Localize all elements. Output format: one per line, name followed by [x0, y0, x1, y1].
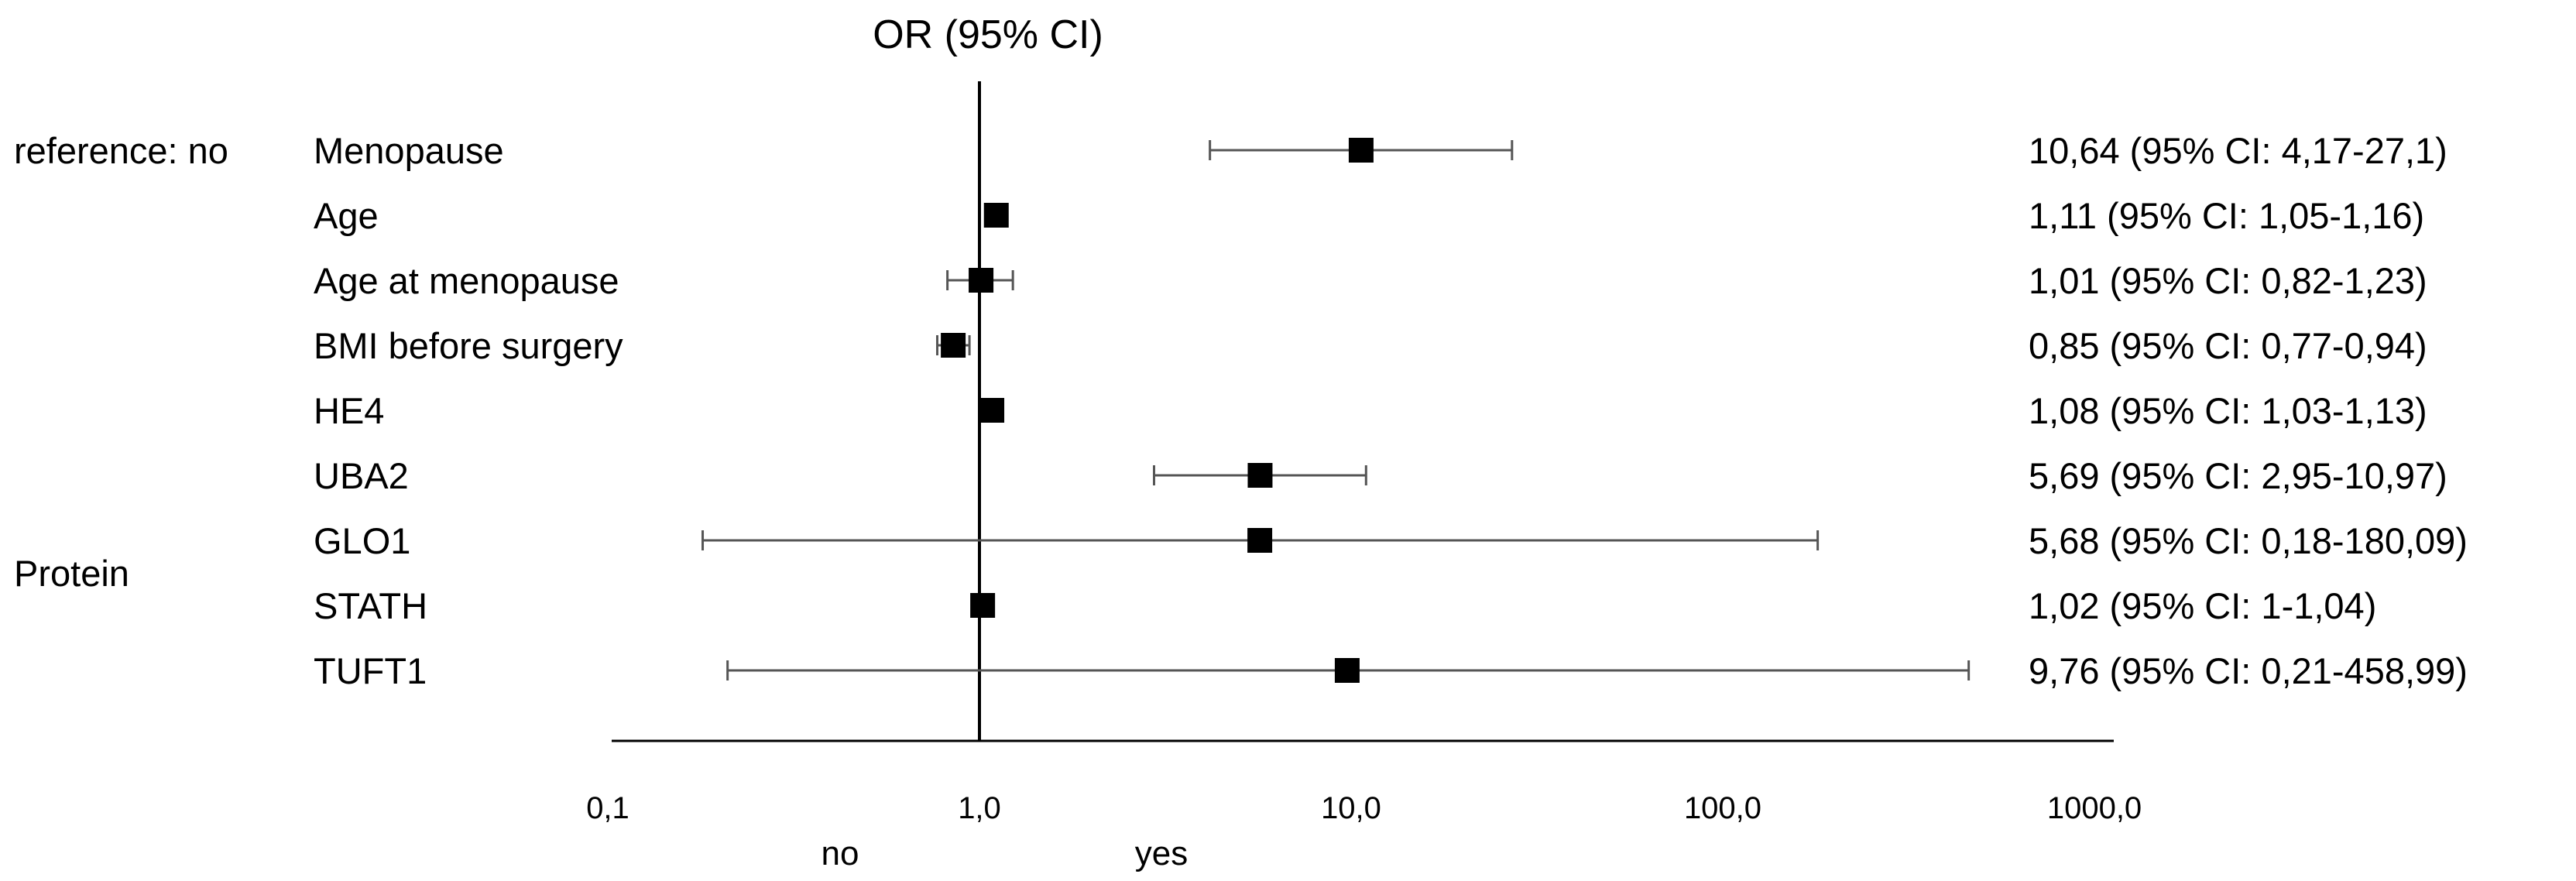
- row-label: Age: [314, 195, 379, 236]
- row-label: Menopause: [314, 130, 504, 171]
- forest-row: Age at menopause 1,01 (95% CI: 0,82-1,23): [314, 260, 2427, 301]
- x-tick-labels: 0,1 1,0 10,0 100,0 1000,0: [586, 791, 2142, 825]
- or-point-marker: [1247, 463, 1273, 488]
- forest-row: Menopause 10,64 (95% CI: 4,17-27,1): [314, 130, 2447, 171]
- forest-row: Age 1,11 (95% CI: 1,05-1,16): [314, 195, 2424, 236]
- group-labels: reference: no Protein: [14, 130, 228, 594]
- row-label: BMI before surgery: [314, 325, 623, 366]
- or-point-marker: [970, 593, 996, 618]
- or-point-marker: [1247, 528, 1273, 553]
- or-point-marker: [941, 333, 966, 358]
- row-label: TUFT1: [314, 650, 427, 691]
- or-value-text: 1,01 (95% CI: 0,82-1,23): [2029, 260, 2427, 301]
- x-tick-label: 100,0: [1684, 791, 1761, 825]
- or-point-marker: [1334, 658, 1360, 683]
- group-label: Protein: [14, 553, 129, 594]
- forest-row: BMI before surgery 0,85 (95% CI: 0,77-0,9…: [314, 325, 2427, 366]
- x-tick-label: 1000,0: [2047, 791, 2142, 825]
- x-tick-label: 0,1: [586, 791, 629, 825]
- forest-row: UBA2 5,69 (95% CI: 2,95-10,97): [314, 455, 2447, 496]
- or-value-text: 10,64 (95% CI: 4,17-27,1): [2029, 130, 2447, 171]
- or-value-text: 9,76 (95% CI: 0,21-458,99): [2029, 650, 2468, 691]
- or-point-marker: [983, 203, 1009, 228]
- forest-row: HE4 1,08 (95% CI: 1,03-1,13): [314, 390, 2427, 431]
- or-value-text: 1,02 (95% CI: 1-1,04): [2029, 585, 2376, 626]
- row-label: HE4: [314, 390, 384, 431]
- or-point-marker: [969, 268, 994, 293]
- direction-label-yes: yes: [1135, 835, 1188, 872]
- or-point-marker: [1348, 138, 1374, 163]
- or-value-text: 5,68 (95% CI: 0,18-180,09): [2029, 520, 2468, 561]
- or-point-marker: [979, 398, 1005, 423]
- or-value-text: 5,69 (95% CI: 2,95-10,97): [2029, 455, 2447, 496]
- x-tick-label: 10,0: [1321, 791, 1381, 825]
- or-value-text: 1,11 (95% CI: 1,05-1,16): [2029, 195, 2424, 236]
- forest-rows: Menopause 10,64 (95% CI: 4,17-27,1) Age 1,1…: [314, 130, 2468, 691]
- forest-row: STATH 1,02 (95% CI: 1-1,04): [314, 585, 2376, 626]
- forest-row: TUFT1 9,76 (95% CI: 0,21-458,99): [314, 650, 2468, 691]
- direction-label-no: no: [822, 835, 859, 872]
- or-value-text: 0,85 (95% CI: 0,77-0,94): [2029, 325, 2427, 366]
- chart-title: OR (95% CI): [873, 12, 1103, 57]
- row-label: STATH: [314, 585, 427, 626]
- or-value-text: 1,08 (95% CI: 1,03-1,13): [2029, 390, 2427, 431]
- group-label: reference: no: [14, 130, 228, 171]
- x-tick-label: 1,0: [958, 791, 1001, 825]
- row-label: UBA2: [314, 455, 409, 496]
- row-label: GLO1: [314, 520, 410, 561]
- row-label: Age at menopause: [314, 260, 619, 301]
- forest-row: GLO1 5,68 (95% CI: 0,18-180,09): [314, 520, 2468, 561]
